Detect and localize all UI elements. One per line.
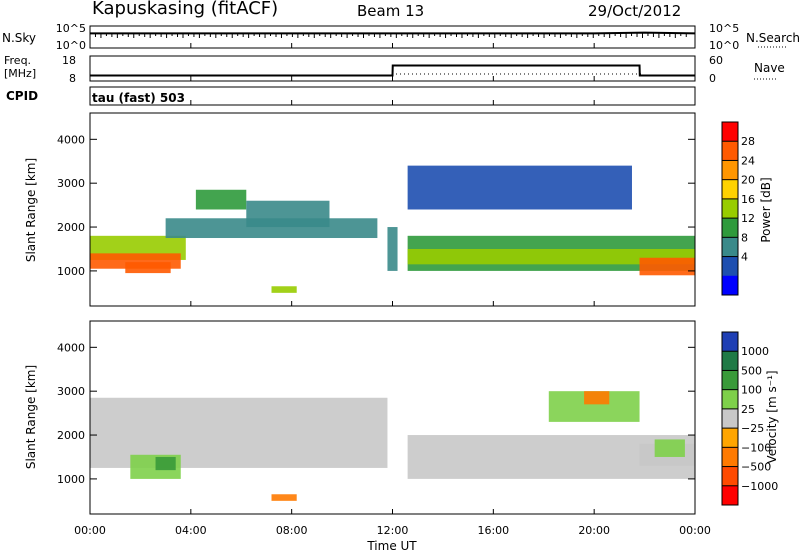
power-colorbar: 28 24 20 16 12 8 4 bbox=[721, 121, 755, 296]
colorbar-swatch bbox=[722, 389, 738, 410]
x-tick-label: 00:00 bbox=[74, 524, 106, 537]
date-title: 29/Oct/2012 bbox=[588, 2, 681, 20]
colorbar-swatch bbox=[722, 466, 738, 487]
y-tick-label: 2000 bbox=[57, 221, 85, 234]
heatmap-cell bbox=[155, 456, 176, 471]
y-tick-label: 1000 bbox=[57, 473, 85, 486]
xaxis-label: Time UT bbox=[366, 539, 417, 553]
colorbar-swatch bbox=[722, 218, 738, 238]
x-tick-label: 12:00 bbox=[377, 524, 409, 537]
colorbar-tick-label: −25 bbox=[741, 422, 764, 435]
colorbar-tick-label: 12 bbox=[741, 212, 755, 225]
nsky-spikes bbox=[89, 33, 687, 38]
colorbar-swatch bbox=[722, 237, 738, 258]
colorbar-tick-label: 25 bbox=[741, 403, 755, 416]
colorbar-swatch bbox=[722, 256, 738, 277]
power-y-axis: 1000 2000 3000 4000 bbox=[57, 133, 695, 278]
x-tick-label: 20:00 bbox=[578, 524, 610, 537]
heatmap-cell bbox=[639, 257, 695, 276]
colorbar-frame bbox=[721, 331, 739, 506]
colorbar-swatch bbox=[722, 408, 738, 429]
station-title: Kapuskasing (fitACF) bbox=[92, 0, 278, 19]
heatmap-cell bbox=[584, 391, 610, 405]
colorbar-tick-label: −1000 bbox=[741, 480, 778, 493]
colorbar-swatch bbox=[722, 428, 738, 448]
cpid-label: CPID bbox=[6, 89, 38, 103]
colorbar-swatch bbox=[722, 447, 738, 468]
nave-tick-high: 60 bbox=[709, 54, 723, 67]
y-tick-label: 4000 bbox=[57, 341, 85, 354]
colorbar-tick-label: 8 bbox=[741, 231, 748, 244]
freq-tick-high: 18 bbox=[62, 54, 76, 67]
heatmap-cell bbox=[246, 200, 330, 228]
colorbar-swatch bbox=[722, 160, 738, 181]
cpid-value: tau (fast) 503 bbox=[92, 91, 185, 105]
velocity-heatmap bbox=[90, 391, 695, 501]
nsky-line bbox=[90, 31, 696, 35]
nave-tick-low: 0 bbox=[709, 72, 716, 85]
freq-line bbox=[90, 64, 695, 77]
colorbar-tick-label: −100 bbox=[741, 441, 771, 454]
heatmap-cell bbox=[271, 286, 297, 293]
power-heatmap bbox=[90, 165, 695, 293]
freq-unit: [MHz] bbox=[4, 67, 36, 80]
beam-title: Beam 13 bbox=[357, 2, 424, 20]
x-tick-label: 16:00 bbox=[477, 524, 509, 537]
nsearch-label: N.Search bbox=[746, 31, 800, 45]
nsearch-tick-high: 10^5 bbox=[709, 22, 739, 35]
freq-label: Freq. bbox=[4, 54, 31, 67]
y-tick-label: 3000 bbox=[57, 177, 85, 190]
heatmap-cell bbox=[195, 189, 247, 210]
freq-tick-low: 8 bbox=[69, 72, 76, 85]
heatmap-cell bbox=[407, 248, 695, 265]
nsky-label: N.Sky bbox=[2, 31, 36, 45]
colorbar-swatch bbox=[722, 122, 738, 142]
colorbar-swatch bbox=[722, 198, 738, 219]
colorbar-swatch bbox=[722, 332, 738, 352]
time-axis: 00:00 04:00 08:00 12:00 16:00 20:00 00:00 bbox=[74, 43, 711, 537]
colorbar-tick-label: 500 bbox=[741, 364, 762, 377]
velocity-y-axis: 1000 2000 3000 4000 bbox=[57, 341, 695, 486]
heatmap-cell bbox=[271, 494, 297, 501]
colorbar-tick-label: 100 bbox=[741, 384, 762, 397]
colorbar-swatch bbox=[722, 275, 738, 296]
velocity-colorbar-label: Velocity [m s⁻¹] bbox=[765, 370, 779, 463]
colorbar-swatch bbox=[722, 485, 738, 506]
heatmap-cell bbox=[654, 439, 685, 457]
heatmap-cell bbox=[387, 227, 398, 271]
nsky-tick-low: 10^0 bbox=[56, 39, 86, 52]
heatmap-cell bbox=[407, 165, 632, 210]
x-tick-label: 00:00 bbox=[679, 524, 711, 537]
colorbar-tick-label: 28 bbox=[741, 135, 755, 148]
colorbar-tick-label: 24 bbox=[741, 154, 755, 167]
y-tick-label: 2000 bbox=[57, 429, 85, 442]
nave-label: Nave bbox=[754, 61, 785, 75]
x-tick-label: 04:00 bbox=[175, 524, 207, 537]
colorbar-tick-label: −500 bbox=[741, 461, 771, 474]
colorbar-tick-label: 20 bbox=[741, 174, 755, 187]
power-ylabel: Slant Range [km] bbox=[24, 158, 38, 262]
colorbar-swatch bbox=[722, 370, 738, 391]
nsearch-tick-low: 10^0 bbox=[709, 39, 739, 52]
y-tick-label: 1000 bbox=[57, 265, 85, 278]
nsky-tick-high: 10^5 bbox=[56, 22, 86, 35]
colorbar-frame bbox=[721, 121, 739, 296]
velocity-ylabel: Slant Range [km] bbox=[24, 365, 38, 469]
velocity-colorbar: 1000 500 100 25 −25 −100 −500 −1000 bbox=[721, 331, 778, 506]
y-tick-label: 4000 bbox=[57, 133, 85, 146]
colorbar-swatch bbox=[722, 351, 738, 371]
power-colorbar-label: Power [dB] bbox=[759, 177, 773, 242]
heatmap-cell bbox=[125, 262, 171, 274]
colorbar-swatch bbox=[722, 179, 738, 200]
colorbar-tick-label: 16 bbox=[741, 193, 755, 206]
colorbar-swatch bbox=[722, 141, 738, 161]
y-tick-label: 3000 bbox=[57, 385, 85, 398]
colorbar-tick-label: 1000 bbox=[741, 345, 769, 358]
colorbar-tick-label: 4 bbox=[741, 251, 748, 264]
x-tick-label: 08:00 bbox=[276, 524, 308, 537]
